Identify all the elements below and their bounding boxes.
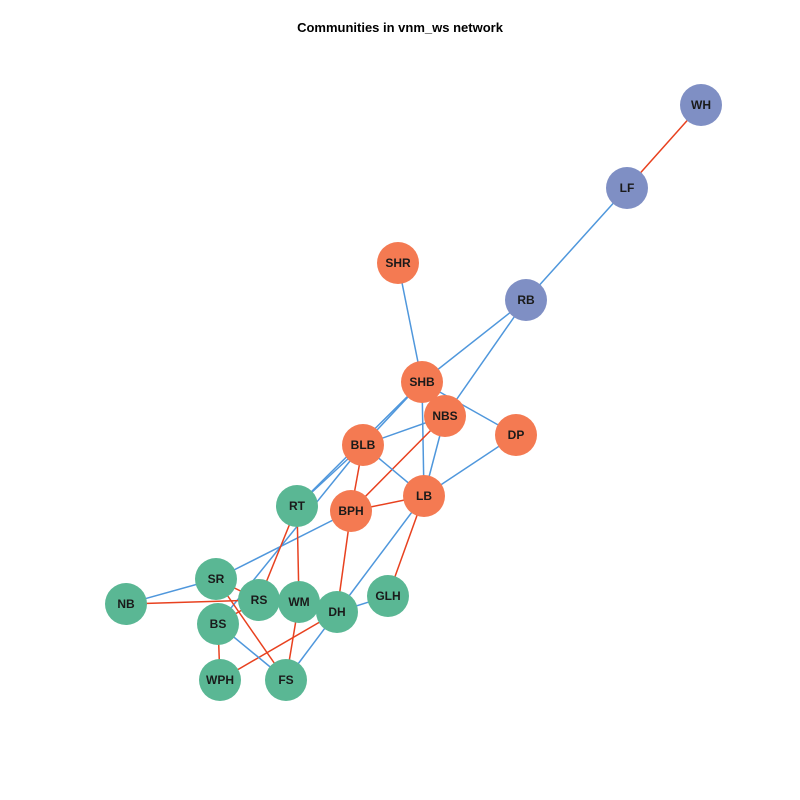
node-circle [342,424,384,466]
node-wh: WH [680,84,722,126]
node-layer: WH LF RB SHR SHB NBS DP BLB LB BPH RT SR NB RS WM DH GLH… [105,84,722,701]
node-circle [195,558,237,600]
node-circle [265,659,307,701]
node-label: FS [278,673,293,687]
node-label: SHB [409,375,435,389]
node-label: NB [117,597,135,611]
node-circle [424,395,466,437]
node-circle [276,485,318,527]
node-circle [680,84,722,126]
node-circle [367,575,409,617]
node-circle [505,279,547,321]
node-label: RS [251,593,268,607]
node-bs: BS [197,603,239,645]
node-label: BPH [338,504,363,518]
node-lf: LF [606,167,648,209]
node-circle [238,579,280,621]
node-circle [197,603,239,645]
edge-bph-sr [215,510,352,580]
node-label: LB [416,489,432,503]
node-wm: WM [278,581,320,623]
chart-title: Communities in vnm_ws network [297,20,503,35]
node-label: RT [289,499,306,513]
node-shr: SHR [377,242,419,284]
edge-lf-rb [525,187,628,301]
edge-nbs-bph [350,415,446,512]
node-circle [377,242,419,284]
node-rb: RB [505,279,547,321]
node-wph: WPH [199,659,241,701]
edge-dh-wph [219,611,338,681]
node-circle [330,490,372,532]
node-circle [403,475,445,517]
node-label: BLB [351,438,376,452]
node-nbs: NBS [424,395,466,437]
edge-rb-shb [421,299,527,383]
node-label: RB [517,293,535,307]
node-rs: RS [238,579,280,621]
node-circle [278,581,320,623]
node-lb: LB [403,475,445,517]
node-label: WPH [206,673,234,687]
node-circle [105,583,147,625]
node-rt: RT [276,485,318,527]
node-label: DH [328,605,345,619]
node-label: GLH [375,589,400,603]
edge-rb-nbs [444,299,527,417]
node-circle [401,361,443,403]
node-label: WH [691,98,711,112]
node-label: NBS [432,409,457,423]
node-circle [199,659,241,701]
node-label: SR [208,572,225,586]
node-fs: FS [265,659,307,701]
node-bph: BPH [330,490,372,532]
edge-lb-dh [336,495,425,613]
node-blb: BLB [342,424,384,466]
node-label: BS [210,617,227,631]
node-glh: GLH [367,575,409,617]
node-label: LF [620,181,635,195]
node-label: SHR [385,256,411,270]
node-shb: SHB [401,361,443,403]
node-circle [316,591,358,633]
node-label: DP [508,428,525,442]
node-sr: SR [195,558,237,600]
node-dh: DH [316,591,358,633]
node-circle [606,167,648,209]
node-nb: NB [105,583,147,625]
node-circle [495,414,537,456]
node-dp: DP [495,414,537,456]
node-label: WM [288,595,309,609]
edge-nb-rs [125,599,260,605]
